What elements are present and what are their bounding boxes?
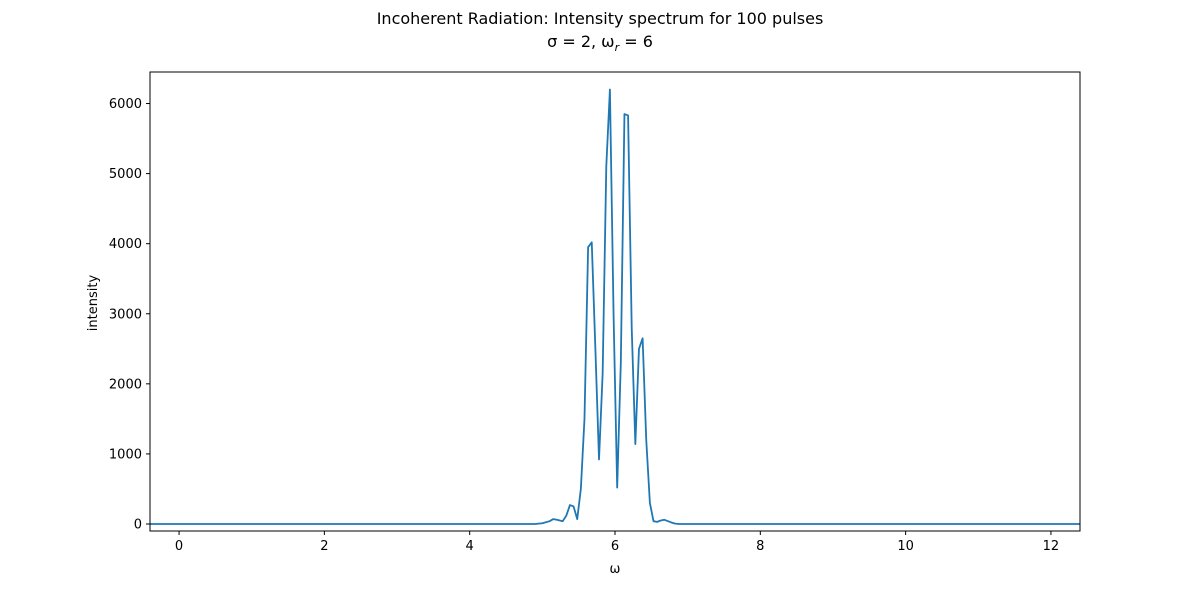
y-tick-label: 1000 <box>109 447 142 462</box>
y-tick-label: 2000 <box>109 377 142 392</box>
y-tick-label: 3000 <box>109 307 142 322</box>
subtitle-subscript: r <box>614 41 620 55</box>
x-tick-label: 10 <box>897 539 914 554</box>
x-tick-label: 12 <box>1043 539 1060 554</box>
y-tick-label: 6000 <box>109 97 142 112</box>
x-tick-label: 2 <box>320 539 328 554</box>
x-tick-label: 0 <box>175 539 183 554</box>
subtitle-main: σ = 2, ω <box>547 32 615 51</box>
x-axis-label: ω <box>610 562 621 577</box>
y-axis-label: intensity <box>86 275 101 332</box>
x-tick-label: 8 <box>756 539 764 554</box>
chart-title: Incoherent Radiation: Intensity spectrum… <box>376 9 824 28</box>
subtitle-tail: = 6 <box>619 32 653 51</box>
y-tick-label: 4000 <box>109 237 142 252</box>
x-axis: 0 2 4 6 8 10 12 <box>175 531 1059 554</box>
y-tick-label: 0 <box>134 517 142 532</box>
plot-area <box>150 88 1080 525</box>
plot-frame <box>149 71 1081 532</box>
y-axis: 0 1000 2000 3000 4000 5000 6000 <box>109 97 150 532</box>
chart-subtitle: σ = 2, ωr = 6 <box>0 32 1200 54</box>
series-line <box>150 88 1080 525</box>
x-tick-label: 6 <box>611 539 619 554</box>
y-tick-label: 5000 <box>109 167 142 182</box>
x-tick-label: 4 <box>466 539 474 554</box>
